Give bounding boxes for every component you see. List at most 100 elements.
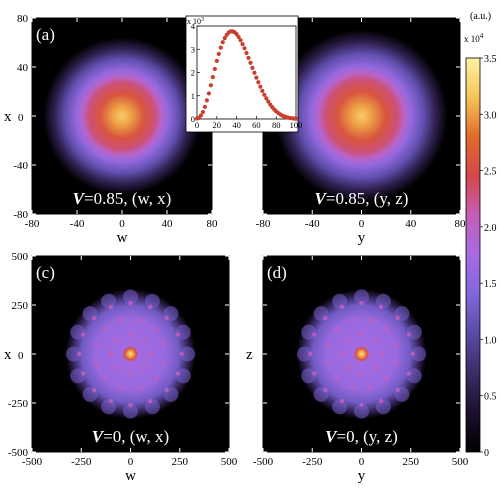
y-axis-label: x [4,109,12,125]
y-tick-label: -250 [8,398,29,410]
y-tick-label: -500 [8,447,29,459]
inset-point [240,42,245,47]
inset-point [210,75,215,80]
lattice-spot [162,360,167,366]
x-axis-label: w [117,230,128,246]
inset-point [262,92,267,97]
colorbar-tick-label: 3.0 [484,110,497,121]
lattice-spot [108,398,114,404]
colorbar-tick-label: 0.5 [484,392,497,403]
density-lobe [101,399,117,415]
lattice-spot [108,304,114,310]
lattice-spot [339,398,345,404]
density-lobe [406,324,422,340]
colorbar-tick-label: 1.0 [484,335,497,346]
panel-label: (a) [36,25,55,44]
x-axis-label: y [358,468,366,484]
inset-point [218,45,223,50]
inset-point [258,84,263,89]
x-tick-label: 0 [359,218,365,230]
x-tick-label: -500 [253,456,274,468]
colorbar: 3.5 3.0 2.5 2.0 1.5 1.0 0.5 0 (a.u.) x 104 [464,11,497,459]
lattice-spot [378,398,384,404]
x-tick-label: 0 [359,456,365,468]
lattice-spot [308,351,313,357]
colorbar-tick-label: 3.5 [484,54,497,65]
inset-x-tick-label: 40 [232,120,241,130]
x-tick-label: 40 [405,218,417,230]
lattice-spot [137,317,142,323]
density-lobe [332,293,348,309]
inset-point [266,99,271,104]
lattice-spot [164,315,169,321]
density-lobe [144,293,160,309]
inset-point [242,46,247,51]
lattice-spot [384,326,389,332]
inset-point [212,66,217,72]
lattice-spot [128,371,133,376]
lattice-spot [359,332,364,337]
lattice-spot [312,332,317,337]
inset-point [204,98,209,103]
lattice-spot [359,371,364,376]
x-tick-label: -80 [25,218,40,230]
lattice-spot [373,337,378,343]
inset-point [200,109,206,115]
colorbar-gradient [465,57,481,453]
lattice-spot [94,360,99,366]
x-tick-label: 500 [452,456,469,468]
x-tick-label: -250 [302,456,323,468]
inset-point [206,91,211,96]
y-axis-label: z [246,347,253,363]
y-tick-label: -40 [13,160,28,172]
inset-point [264,96,269,101]
y-axis-label: x [4,347,12,363]
lattice-spot [162,342,167,348]
colorbar-tick-label: 1.5 [484,279,497,290]
inset-point [254,75,259,80]
lattice-spot [393,360,398,366]
inset-point [198,113,204,118]
panel-annotation: V=0.85, (w, x) [73,189,172,208]
colorbar-scale-label: x 104 [464,32,484,44]
y-tick-label: 80 [17,13,29,25]
x-tick-label: 0 [119,218,125,230]
lattice-spot [103,376,108,382]
density-lobe [301,324,317,340]
inset-point [208,83,213,88]
lattice-spot [384,376,389,382]
panel-label: (d) [267,263,287,282]
inset-y-tick-label: 2 [191,68,195,78]
lattice-spot [142,337,147,343]
x-tick-label: -250 [71,456,92,468]
inset-point [244,50,249,56]
density-core [352,345,371,363]
x-tick-label: 250 [403,456,420,468]
inset-y-tick-label: 1 [191,91,195,101]
inset-y-tick-label: 4 [191,21,196,31]
lattice-spot [128,332,133,337]
inset-scale-label: x 103 [187,17,204,26]
lattice-spot [164,387,169,393]
lattice-spot [312,371,317,376]
inset-x-tick-label: 20 [213,120,222,130]
lattice-spot [373,365,378,371]
inset-point [238,38,243,43]
density-lobe [175,324,191,340]
density-lobe [354,403,369,419]
lattice-spot [137,385,142,391]
heatmap-d [263,256,460,452]
lattice-spot [147,304,153,310]
panel-annotation: V=0.85, (y, z) [315,189,409,208]
density-lobe [70,324,86,340]
inset-y-tick-label: 0 [191,114,195,124]
lattice-spot [368,385,373,391]
density-lobe [180,346,196,362]
lattice-spot [94,342,99,348]
inset-point [252,70,257,75]
density-lobe [65,346,81,362]
x-tick-label: -40 [305,218,320,230]
y-tick-label: 500 [12,251,29,263]
lattice-spot [175,371,180,376]
